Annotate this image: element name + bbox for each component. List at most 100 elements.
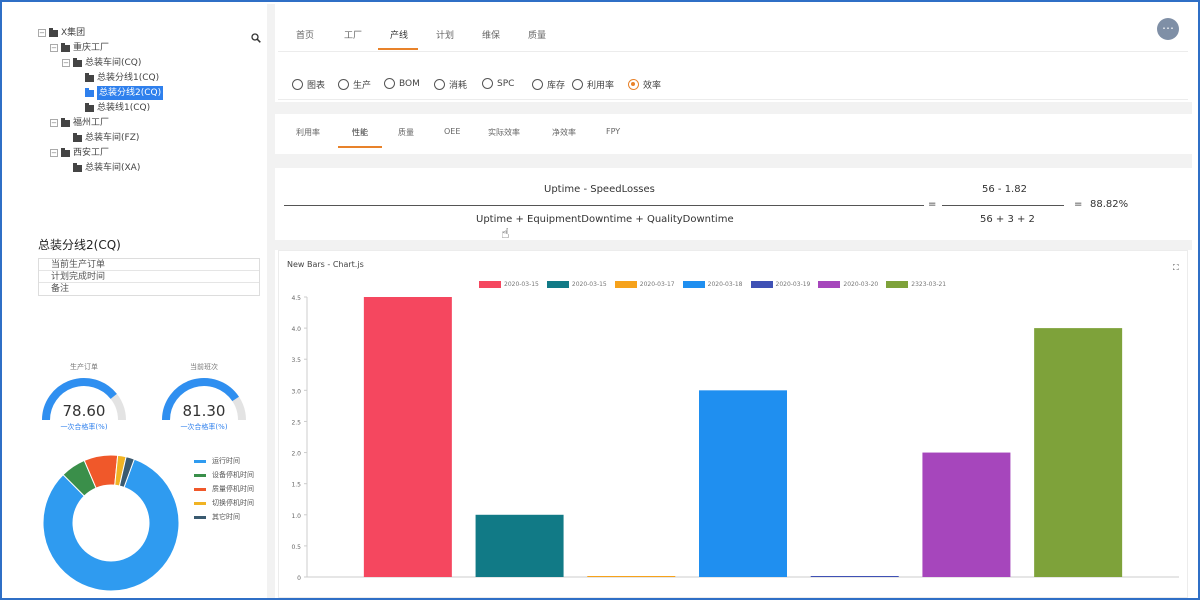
tab-3[interactable]: 计划 <box>436 31 455 41</box>
gauge-arc <box>162 378 246 421</box>
collapse-icon[interactable]: − <box>50 44 58 52</box>
radio-option[interactable]: BOM <box>384 78 420 89</box>
sub-tab-0[interactable]: 利用率 <box>296 128 320 137</box>
tree-item[interactable]: 总装线1(CQ) <box>74 101 150 115</box>
y-tick-label: 1.5 <box>291 482 301 489</box>
legend-item: 运行时间 <box>194 454 254 468</box>
legend-item: 切换停机时间 <box>194 496 254 510</box>
tree-item-label: 总装分线2(CQ) <box>97 86 164 100</box>
sub-tab-2[interactable]: 质量 <box>398 128 414 137</box>
tab-2[interactable]: 产线 <box>390 31 409 41</box>
donut-legend: 运行时间 设备停机时间 质量停机时间 切换停机时间 其它时间 <box>194 454 254 524</box>
tab-4[interactable]: 维保 <box>482 31 501 41</box>
tree-item[interactable]: − 重庆工厂 <box>50 41 109 55</box>
radio-circle-icon[interactable] <box>482 78 493 89</box>
legend-item: 设备停机时间 <box>194 468 254 482</box>
bar-2323-03-21 <box>1034 328 1123 577</box>
legend-swatch <box>546 281 569 288</box>
tab-0[interactable]: 首页 <box>296 31 315 41</box>
sub-tab-6[interactable]: FPY <box>606 127 621 136</box>
sub-tab-1[interactable]: 性能 <box>352 128 368 137</box>
collapse-icon[interactable]: − <box>38 29 46 37</box>
sub-tab-4[interactable]: 实际效率 <box>488 128 520 137</box>
gauge-bottom-label: 一次合格率(%) <box>180 423 228 431</box>
radio-circle-icon[interactable] <box>292 79 303 90</box>
expand-icon[interactable]: ⛶ <box>1173 263 1179 272</box>
formula-equals: = <box>1074 199 1083 210</box>
section-gap <box>274 102 1192 114</box>
radio-label: 效率 <box>643 81 662 91</box>
tree-item-label: 总装车间(CQ) <box>85 58 142 68</box>
search-icon[interactable] <box>251 28 261 43</box>
tab-1[interactable]: 工厂 <box>344 31 363 41</box>
sub-tab-5[interactable]: 净效率 <box>552 128 576 137</box>
legend-item: 2020-03-18 <box>682 281 743 288</box>
radio-label: SPC <box>497 78 515 89</box>
tree-item[interactable]: 总装车间(FZ) <box>62 131 139 145</box>
legend-item: 其它时间 <box>194 510 254 524</box>
time-distribution-donut <box>42 454 180 592</box>
legend-label: 2020-03-19 <box>775 281 811 288</box>
radio-circle-icon[interactable] <box>338 79 349 90</box>
radio-option[interactable]: 库存 <box>532 78 565 91</box>
legend-swatch <box>886 281 909 288</box>
tree-item-label: 总装线1(CQ) <box>97 103 151 113</box>
folder-icon <box>85 102 94 112</box>
collapse-icon[interactable]: − <box>50 119 58 127</box>
gauge-value: 78.60 <box>62 402 106 420</box>
sub-tab-3[interactable]: OEE <box>444 127 461 136</box>
formula-denominator: Uptime + EquipmentDowntime + QualityDown… <box>476 214 734 225</box>
more-options-icon[interactable]: ⋯ <box>1157 18 1179 40</box>
radio-option[interactable]: 消耗 <box>434 78 467 91</box>
legend-item: 2323-03-21 <box>886 281 946 288</box>
formula-fraction-bar <box>284 205 924 206</box>
gauge-top-label: 当前班次 <box>190 363 218 371</box>
active-sub-tab-indicator <box>338 146 382 148</box>
bar-chart-card: New Bars - Chart.js ⛶ 2020-03-15 2020-03-… <box>278 250 1188 598</box>
radio-option[interactable]: 利用率 <box>572 78 614 91</box>
tab-5[interactable]: 质量 <box>528 31 547 41</box>
legend-swatch <box>194 515 206 519</box>
legend-label: 运行时间 <box>212 457 240 465</box>
tree-item[interactable]: − 总装车间(CQ) <box>62 56 141 70</box>
gauge-top-label: 生产订单 <box>70 363 98 371</box>
collapse-icon[interactable]: − <box>62 59 70 67</box>
tree-item[interactable]: − 福州工厂 <box>50 116 109 130</box>
radio-option[interactable]: 图表 <box>292 78 325 91</box>
y-tick-label: 1.0 <box>291 513 301 520</box>
radio-circle-icon[interactable] <box>384 78 395 89</box>
section-gap <box>274 154 1192 168</box>
tree-item-label: 重庆工厂 <box>73 43 110 53</box>
radio-circle-icon[interactable] <box>532 79 543 90</box>
radio-label: 消耗 <box>449 81 468 91</box>
radio-option[interactable]: 效率 <box>628 78 661 91</box>
chart-title: New Bars - Chart.js <box>287 260 364 269</box>
legend-label: 设备停机时间 <box>212 471 254 479</box>
y-tick-label: 4.0 <box>291 326 301 333</box>
tree-item[interactable]: 总装分线2(CQ) <box>74 86 164 100</box>
radio-circle-icon[interactable] <box>572 79 583 90</box>
legend-item: 2020-03-17 <box>614 281 675 288</box>
formula-equals: = <box>928 199 937 210</box>
active-tab-indicator <box>378 48 418 50</box>
formula-value-bar <box>942 205 1064 206</box>
info-row: 备注 <box>51 284 70 294</box>
tree-item-label: 总装车间(FZ) <box>85 133 140 143</box>
legend-label: 2020-03-20 <box>843 281 879 288</box>
tree-item[interactable]: − X集团 <box>38 26 85 40</box>
radio-circle-icon[interactable] <box>628 79 639 90</box>
radio-label: 利用率 <box>587 81 615 91</box>
collapse-icon[interactable]: − <box>50 149 58 157</box>
tree-item[interactable]: 总装车间(XA) <box>62 161 140 175</box>
radio-option[interactable]: SPC <box>482 78 514 89</box>
tree-item[interactable]: − 西安工厂 <box>50 146 109 160</box>
legend-label: 2020-03-15 <box>571 281 607 288</box>
radio-circle-icon[interactable] <box>434 79 445 90</box>
legend-swatch <box>194 487 206 491</box>
main-tabs: 首页 工厂 产线 计划 维保 质量 <box>278 12 1188 52</box>
formula-result: 88.82% <box>1090 199 1129 210</box>
tree-item[interactable]: 总装分线1(CQ) <box>74 71 159 85</box>
radio-label: BOM <box>399 78 420 89</box>
radio-option[interactable]: 生产 <box>338 78 371 91</box>
y-tick-label: 2.0 <box>291 451 301 458</box>
